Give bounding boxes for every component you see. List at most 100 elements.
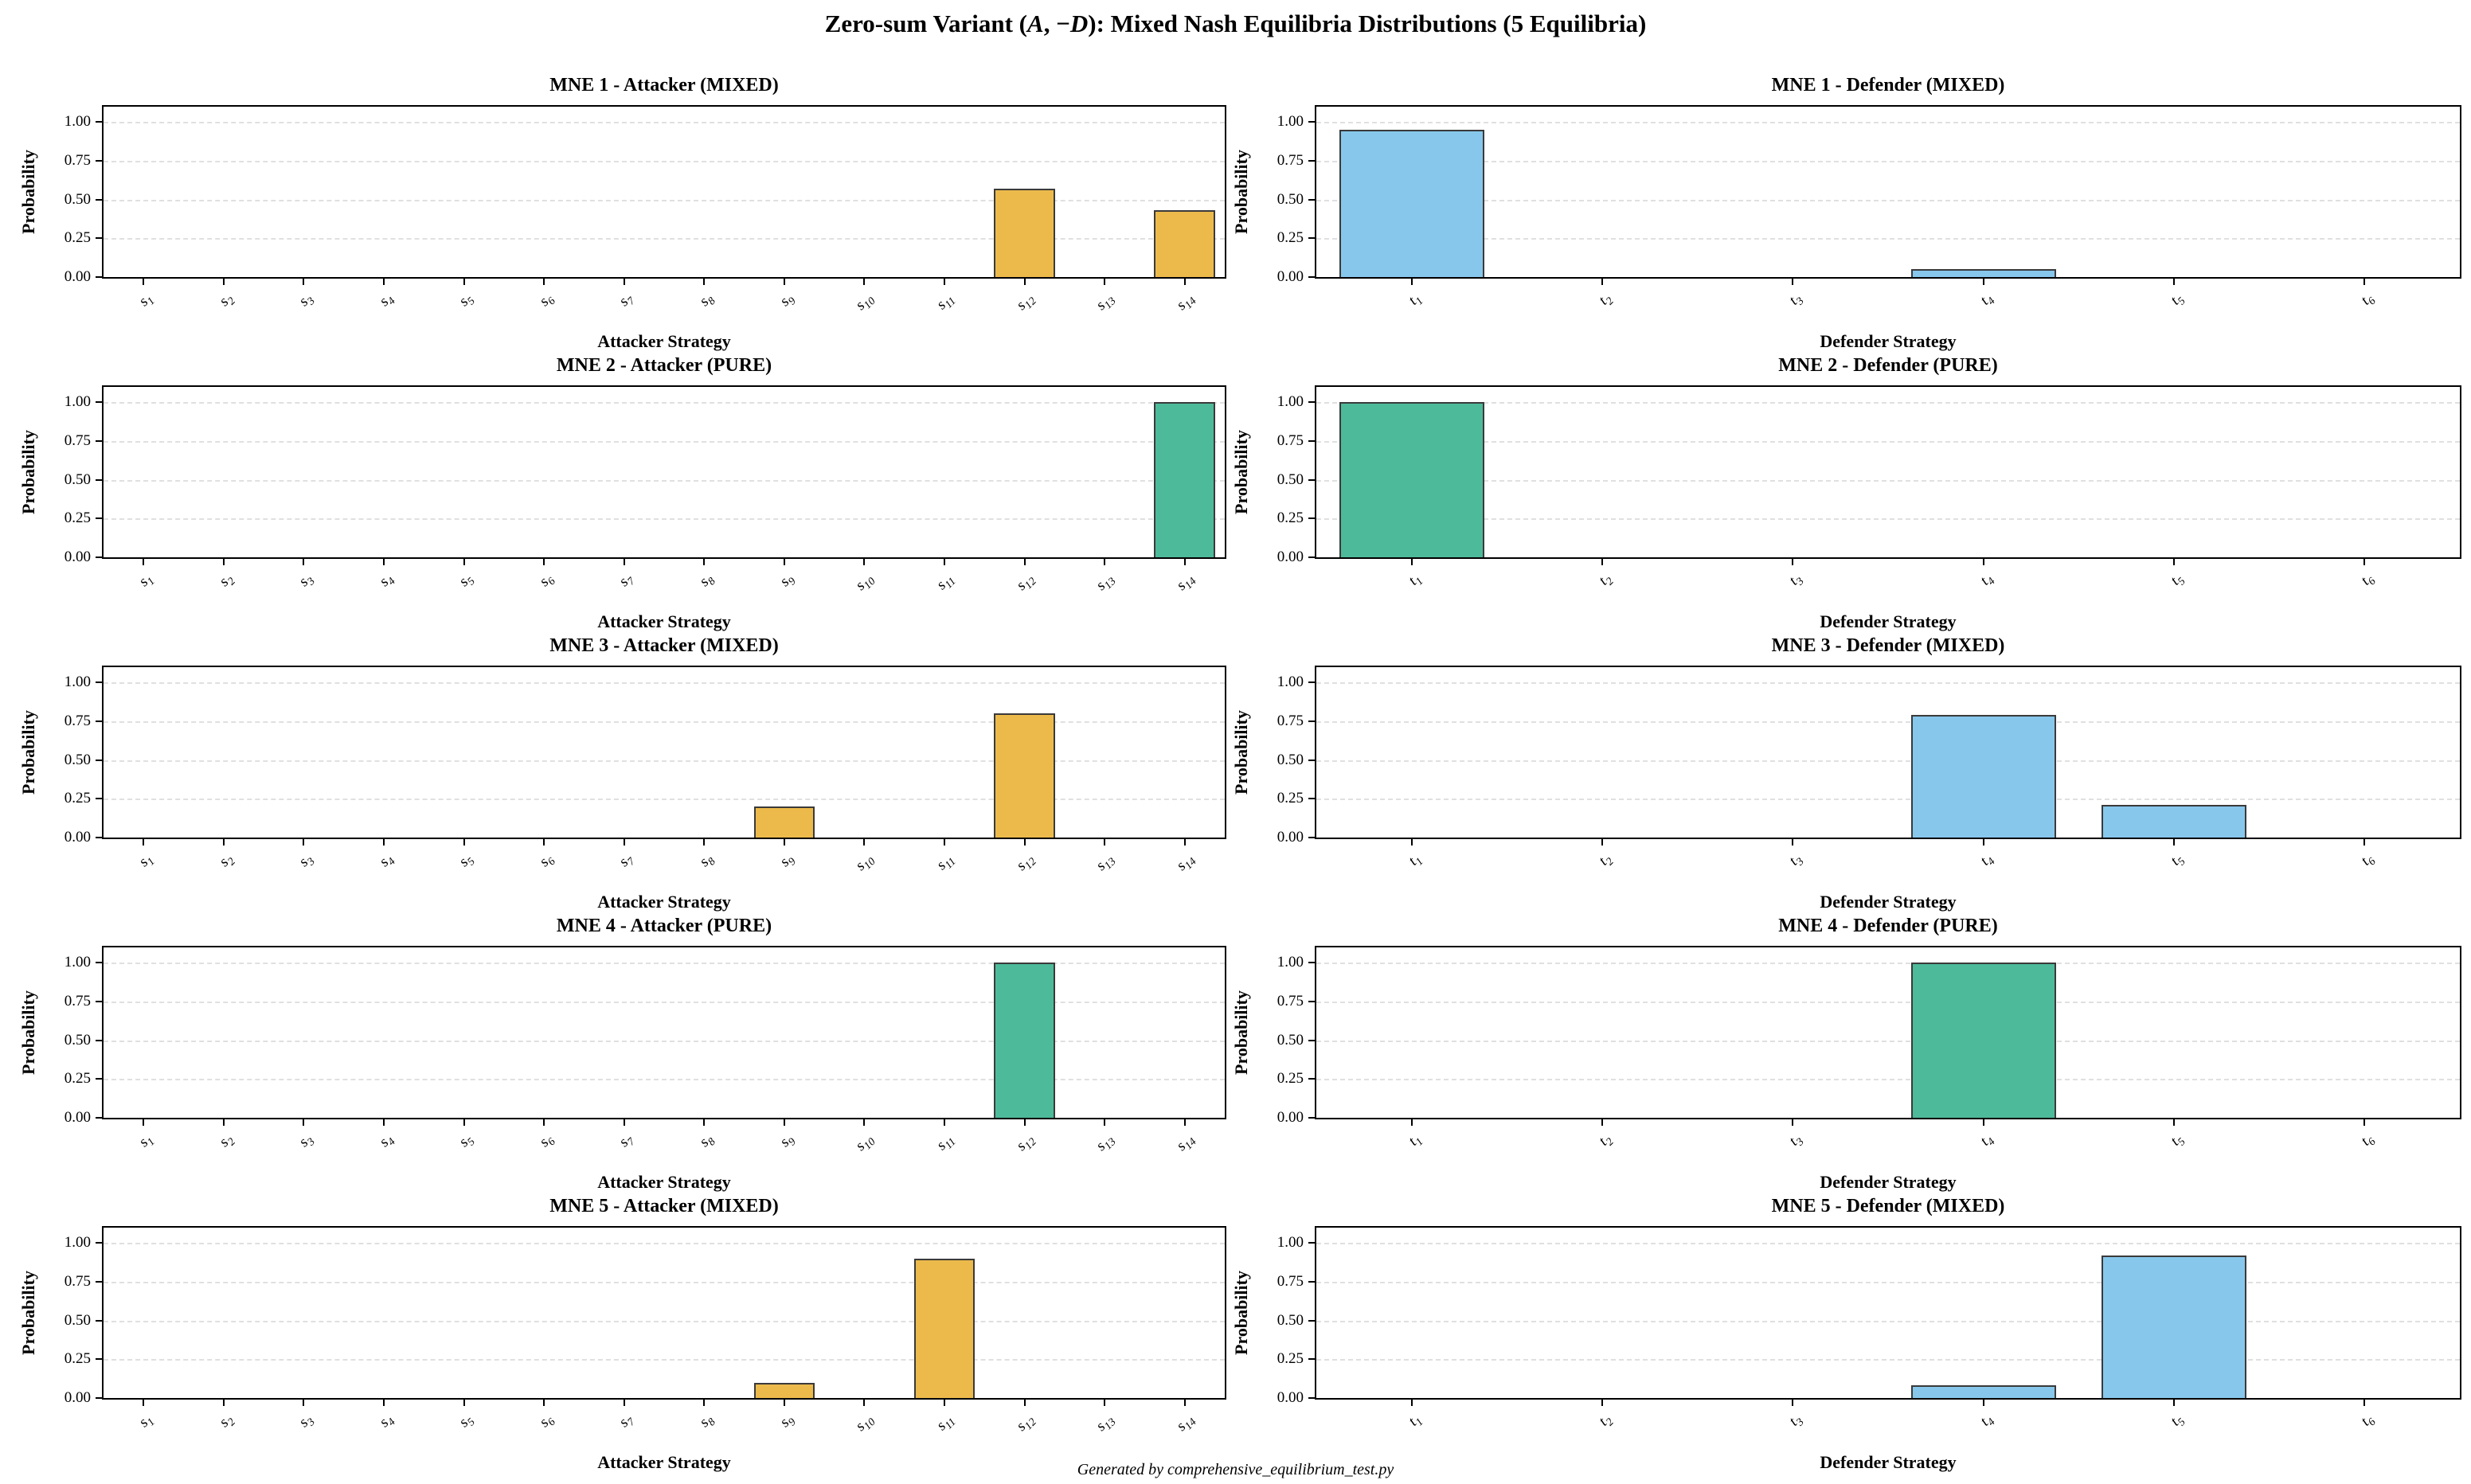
x-tick-mark [944, 1398, 945, 1406]
gridline [104, 1040, 1225, 1042]
gridline [104, 1320, 1225, 1322]
x-tick-label-s2: s2 [215, 1414, 237, 1431]
x-tick-label-t3: t3 [1785, 1134, 1807, 1150]
x-tick-label-s13: s13 [1093, 1416, 1118, 1435]
x-tick-mark [1104, 1398, 1106, 1406]
x-tick-label-s8: s8 [696, 293, 718, 310]
y-tick-mark [1308, 759, 1316, 761]
x-tick-mark [383, 557, 385, 565]
y-tick-mark [96, 1242, 104, 1244]
y-tick-label: 0.50 [64, 190, 91, 208]
y-tick-label: 1.00 [64, 393, 91, 411]
x-tick-mark [2173, 1398, 2175, 1406]
x-tick-mark [1183, 1118, 1186, 1126]
x-tick-label-t4: t4 [1976, 1414, 1997, 1430]
y-tick-label: 0.00 [64, 549, 91, 565]
x-axis-label: Defender Strategy [1820, 892, 1957, 912]
x-tick-label-s9: s9 [776, 1134, 798, 1150]
x-tick-mark [383, 277, 385, 285]
y-tick-label: 0.50 [64, 1311, 91, 1329]
x-tick-label-t3: t3 [1785, 853, 1807, 869]
x-tick-label-s13: s13 [1093, 855, 1118, 874]
subplot-title: MNE 3 - Attacker (MIXED) [549, 635, 779, 656]
x-tick-label-t1: t1 [1405, 573, 1425, 589]
x-tick-label-t4: t4 [1976, 293, 1997, 309]
y-tick-mark [1308, 1358, 1316, 1361]
y-tick-label: 0.25 [1277, 790, 1304, 807]
x-tick-mark [1792, 557, 1794, 565]
x-tick-label-t1: t1 [1405, 853, 1425, 869]
x-tick-mark [863, 838, 866, 845]
y-tick-mark [1308, 401, 1316, 404]
x-tick-label-t5: t5 [2167, 853, 2188, 869]
bar-s11 [913, 1258, 975, 1398]
y-axis-label: Probability [1231, 710, 1251, 795]
x-tick-mark [1792, 838, 1794, 845]
bar-s9 [753, 806, 815, 838]
x-axis-label: Attacker Strategy [597, 892, 731, 912]
plot-area: 0.00 0.25 0.50 0.75 1.00 s1 s2 s3 s4 s5 s6 s7 s8 s9 s1… [18, 385, 1226, 631]
y-tick-label: 1.00 [64, 113, 91, 131]
plot-area: 0.00 0.25 0.50 0.75 1.00 t1 t2 t3 t4 t5 t6 Probabil… [1231, 105, 2461, 351]
x-tick-label-s3: s3 [295, 853, 318, 870]
x-tick-label-s6: s6 [536, 853, 557, 870]
gridline [1316, 199, 2460, 201]
x-axis-label: Attacker Strategy [597, 331, 731, 351]
x-tick-mark [1183, 277, 1186, 285]
x-tick-label-s10: s10 [852, 1135, 878, 1154]
x-tick-mark [944, 1118, 945, 1126]
x-tick-mark [944, 838, 945, 845]
y-tick-mark [1308, 1039, 1316, 1041]
x-tick-label-t4: t4 [1976, 573, 1997, 589]
subplot-title: MNE 3 - Defender (MIXED) [1771, 635, 2005, 656]
y-tick-label: 0.00 [64, 829, 91, 845]
y-axis-label: Probability [1231, 990, 1251, 1075]
x-tick-label-s2: s2 [215, 573, 237, 590]
y-tick-label: 0.75 [1277, 432, 1304, 450]
x-tick-mark [1982, 1118, 1984, 1126]
x-tick-mark [1410, 1398, 1413, 1406]
x-tick-mark [1601, 1398, 1603, 1406]
y-tick-mark [96, 1117, 104, 1119]
x-axis-label: Attacker Strategy [597, 1452, 731, 1472]
plot-area: 0.00 0.25 0.50 0.75 1.00 t1 t2 t3 t4 t5 t6 Probabil… [1231, 946, 2461, 1192]
x-tick-label-s8: s8 [696, 853, 718, 870]
y-tick-label: 1.00 [1277, 393, 1304, 411]
gridline [104, 682, 1225, 685]
x-tick-mark [543, 838, 545, 845]
x-tick-mark [2363, 277, 2366, 285]
bar-t4 [1910, 715, 2056, 838]
y-tick-label: 0.00 [1277, 1389, 1304, 1406]
bar-s9 [753, 1382, 815, 1398]
y-tick-label: 0.00 [1277, 829, 1304, 845]
x-tick-label-t6: t6 [2357, 573, 2379, 589]
bar-t4 [1910, 1385, 2056, 1398]
gridline [104, 721, 1225, 724]
plot-area: 0.00 0.25 0.50 0.75 1.00 t1 t2 t3 t4 t5 t6 Probabil… [1231, 666, 2461, 912]
gridline [1316, 122, 2460, 124]
x-tick-mark [1104, 557, 1106, 565]
x-tick-label-s13: s13 [1093, 1135, 1118, 1154]
subplot-title: MNE 1 - Defender (MIXED) [1771, 75, 2005, 96]
x-tick-label-s3: s3 [295, 573, 318, 590]
y-tick-mark [1308, 798, 1316, 800]
x-tick-mark [1023, 838, 1026, 845]
gridline [104, 161, 1225, 163]
y-axis-label: Probability [1231, 1271, 1251, 1355]
x-tick-mark [543, 277, 545, 285]
x-tick-mark [1601, 557, 1603, 565]
y-tick-mark [1308, 276, 1316, 278]
y-tick-label: 0.25 [64, 510, 91, 527]
x-tick-label-t6: t6 [2357, 1414, 2379, 1430]
bar-s14 [1154, 402, 1215, 557]
x-tick-label-t2: t2 [1595, 853, 1616, 869]
x-tick-mark [1982, 277, 1984, 285]
x-tick-mark [222, 557, 225, 565]
x-tick-mark [303, 557, 305, 565]
x-tick-label-s2: s2 [215, 1134, 237, 1150]
x-tick-mark [703, 1398, 706, 1406]
x-tick-mark [783, 557, 785, 565]
x-tick-mark [783, 277, 785, 285]
x-axis-label: Defender Strategy [1820, 331, 1957, 351]
x-axis-label: Defender Strategy [1820, 1172, 1957, 1192]
